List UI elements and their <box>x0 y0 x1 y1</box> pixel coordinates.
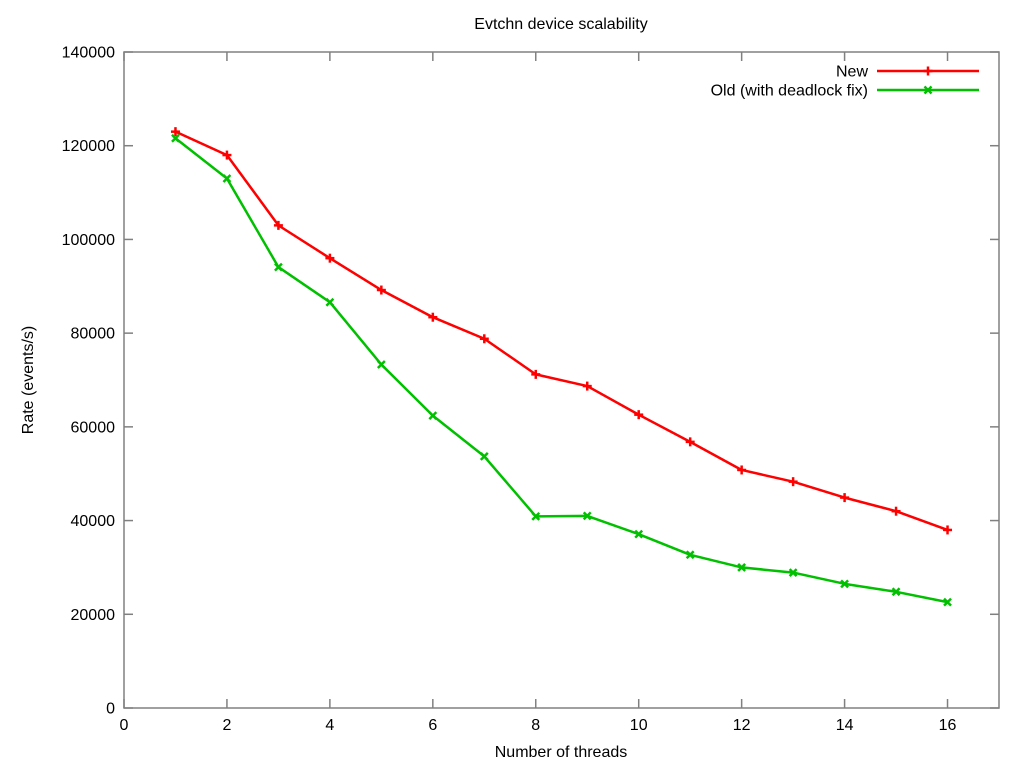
x-tick-label: 16 <box>939 717 957 734</box>
data-point-old-with-deadlock-fix <box>840 579 849 589</box>
data-point-new <box>531 369 541 379</box>
data-point-old-with-deadlock-fix <box>222 174 232 183</box>
data-point-old-with-deadlock-fix-d2 <box>428 411 438 420</box>
data-point-old-with-deadlock-fix-d2 <box>891 587 901 597</box>
data-point-old-with-deadlock-fix-d2 <box>943 597 952 607</box>
data-point-old-with-deadlock-fix <box>325 297 335 307</box>
data-point-old-with-deadlock-fix-d2 <box>222 174 232 183</box>
data-point-old-with-deadlock-fix-d2 <box>685 550 695 560</box>
data-point-new <box>273 220 283 230</box>
data-point-new <box>737 465 747 475</box>
legend-item-label: New <box>836 64 868 81</box>
data-point-old-with-deadlock-fix <box>274 262 283 272</box>
y-tick-label: 140000 <box>62 45 115 62</box>
series-layer <box>170 127 953 607</box>
data-point-new <box>582 381 592 391</box>
data-point-new <box>376 285 386 295</box>
x-tick-label: 12 <box>733 717 751 734</box>
y-tick-label: 20000 <box>71 607 116 624</box>
data-point-old-with-deadlock-fix-d2 <box>634 529 644 539</box>
data-point-old-with-deadlock-fix <box>479 451 489 461</box>
data-point-old-with-deadlock-fix <box>788 568 798 577</box>
y-tick-label: 80000 <box>71 326 116 343</box>
data-point-new <box>222 150 232 160</box>
data-point-old-with-deadlock-fix-d2 <box>325 297 335 307</box>
data-point-new <box>685 437 695 447</box>
data-point-old-with-deadlock-fix <box>428 411 438 420</box>
x-tick-label: 0 <box>120 717 129 734</box>
x-tick-label: 2 <box>222 717 231 734</box>
data-point-old-with-deadlock-fix-d2 <box>840 579 849 589</box>
data-point-new <box>943 525 953 535</box>
y-tick-label: 120000 <box>62 138 115 155</box>
data-point-new <box>634 410 644 420</box>
data-point-new <box>170 127 180 137</box>
series-line-new <box>174 130 948 532</box>
data-point-old-with-deadlock-fix <box>737 563 747 572</box>
y-tick-label: 60000 <box>71 419 116 436</box>
legend-marker <box>923 66 933 76</box>
chart-title: Evtchn device scalability <box>474 16 647 33</box>
legend-item-label: Old (with deadlock fix) <box>711 83 868 100</box>
data-point-new <box>891 506 901 516</box>
y-tick-label: 100000 <box>62 232 115 249</box>
data-point-old-with-deadlock-fix <box>531 511 541 521</box>
y-tick-label: 0 <box>106 701 115 718</box>
x-axis-label: Number of threads <box>495 744 628 761</box>
data-point-old-with-deadlock-fix <box>943 597 952 607</box>
x-tick-label: 4 <box>325 717 334 734</box>
axes-layer: 0 2 4 6 8 10 12 14 16 0 20000 40000 60000 80000 100000… <box>62 45 1000 734</box>
legend-marker-d2 <box>923 85 933 95</box>
series-line-old-with-deadlock-fix <box>174 137 948 604</box>
data-point-new <box>788 477 798 487</box>
data-point-new <box>840 493 850 503</box>
data-point-old-with-deadlock-fix-d2 <box>479 451 489 461</box>
legend: New Old (with deadlock fix) <box>711 64 979 100</box>
data-point-new <box>479 334 489 344</box>
data-point-old-with-deadlock-fix-d2 <box>737 563 747 572</box>
data-point-old-with-deadlock-fix-d2 <box>531 511 541 521</box>
plot-border <box>123 51 1000 709</box>
data-point-old-with-deadlock-fix-d2 <box>582 511 592 521</box>
x-tick-label: 14 <box>836 717 854 734</box>
data-point-new <box>325 253 335 263</box>
data-point-old-with-deadlock-fix <box>376 360 386 369</box>
data-point-old-with-deadlock-fix-d2 <box>376 360 386 369</box>
data-point-new <box>428 312 438 322</box>
x-tick-label: 6 <box>428 717 437 734</box>
data-point-old-with-deadlock-fix <box>582 511 592 521</box>
data-point-old-with-deadlock-fix <box>634 529 644 539</box>
data-point-old-with-deadlock-fix-d2 <box>788 568 798 577</box>
data-point-old-with-deadlock-fix <box>171 133 180 143</box>
legend-marker <box>923 85 933 95</box>
x-tick-label: 10 <box>630 717 648 734</box>
data-point-old-with-deadlock-fix-d2 <box>274 262 283 272</box>
data-point-old-with-deadlock-fix <box>891 587 901 597</box>
data-point-old-with-deadlock-fix-d2 <box>171 133 180 143</box>
x-tick-label: 8 <box>531 717 540 734</box>
y-axis-label: Rate (events/s) <box>20 326 37 434</box>
data-point-old-with-deadlock-fix <box>685 550 695 560</box>
y-tick-label: 40000 <box>71 513 116 530</box>
